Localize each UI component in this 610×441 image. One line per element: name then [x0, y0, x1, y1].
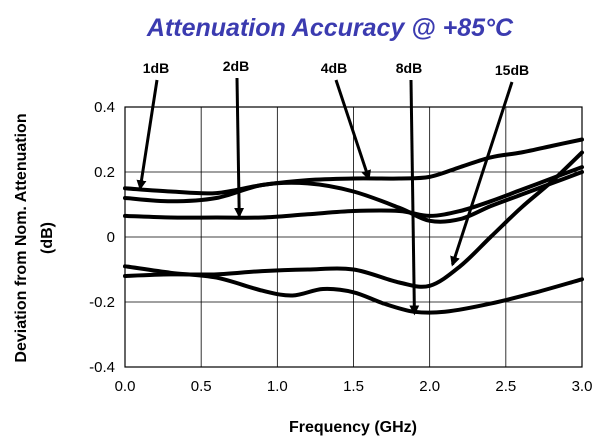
series-line-8db: [123, 150, 584, 289]
annotation-arrow-4db: [334, 79, 371, 181]
x-tick-label-1: 0.5: [191, 378, 212, 395]
y-axis-label-line2: (dB): [39, 222, 56, 254]
series-lines: [123, 137, 584, 315]
x-tick-label-2: 1.0: [267, 378, 288, 395]
plot-area-frame: [124, 106, 583, 368]
chart-title: Attenuation Accuracy @ +85°C: [146, 14, 514, 42]
annotation-arrow-2db: [234, 77, 245, 218]
series-line-15db: [123, 264, 584, 315]
x-tick-label-3: 1.5: [343, 378, 364, 395]
annotation-label-1db: 1dB: [143, 60, 169, 76]
x-tick-label-6: 3.0: [572, 378, 593, 395]
annotation-label-2db: 2dB: [223, 58, 249, 74]
y-tick-label-3: -0.2: [89, 294, 115, 311]
annotation-label-8db: 8dB: [396, 60, 422, 76]
y-tick-label-1: 0.2: [94, 164, 115, 181]
x-tick-label-0: 0.0: [115, 378, 136, 395]
annotation-label-4db: 4dB: [321, 60, 347, 76]
series-line-1db: [123, 137, 584, 196]
annotation-arrow-1db: [136, 79, 159, 191]
annotation-arrow-15db: [450, 81, 514, 267]
y-tick-label-0: 0.4: [94, 99, 115, 116]
annotation-arrow-8db: [409, 79, 420, 316]
grid: [124, 106, 583, 368]
series-line-2db: [123, 165, 584, 220]
annotation-label-15db: 15dB: [495, 62, 529, 78]
x-axis-label: Frequency (GHz): [289, 419, 417, 436]
y-tick-label-2: 0: [107, 229, 115, 246]
y-axis-label-line1: Deviation from Nom. Attenuation: [13, 113, 30, 362]
series-line-4db: [123, 170, 584, 224]
tick-labels: 0.0 0.5 1.0 1.5 2.0 2.5 3.0 0.4 0.2 0 -0.2 -0.4: [89, 99, 592, 395]
y-tick-label-4: -0.4: [89, 359, 115, 376]
annotations: 1dB 2dB 4dB 8dB 15dB: [136, 58, 529, 316]
x-tick-label-4: 2.0: [419, 378, 440, 395]
x-tick-label-5: 2.5: [495, 378, 516, 395]
